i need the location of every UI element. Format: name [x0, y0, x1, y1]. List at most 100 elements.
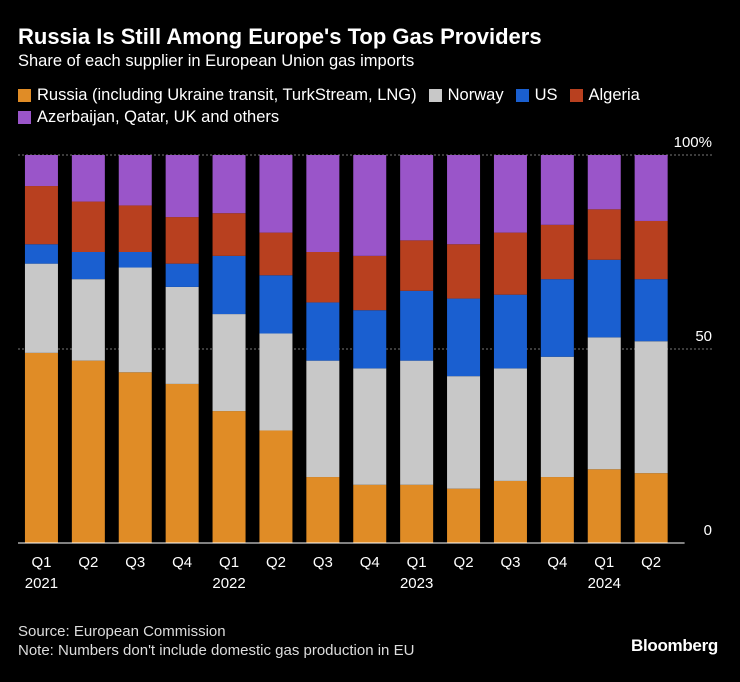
bar-segment — [447, 298, 481, 377]
bar-segment — [634, 279, 668, 342]
bar-segment — [353, 368, 387, 485]
legend-swatch — [515, 88, 529, 102]
x-tick-label: Q4 — [547, 554, 567, 571]
legend-item: US — [515, 85, 558, 105]
legend-item: Algeria — [569, 85, 640, 105]
bar-segment — [540, 356, 574, 478]
bar-segment — [24, 155, 58, 187]
bar-segment — [634, 341, 668, 474]
bar-segment — [212, 213, 246, 256]
bar-segment — [493, 155, 527, 233]
bar-segment — [165, 155, 199, 218]
bar-segment — [24, 186, 58, 245]
bar-segment — [118, 267, 152, 373]
bar-segment — [493, 232, 527, 295]
bar-segment — [587, 337, 621, 470]
bar-segment — [24, 263, 58, 353]
bar-segment — [118, 155, 152, 206]
bar-segment — [493, 294, 527, 369]
x-year-label: 2023 — [400, 575, 433, 592]
bar-segment — [259, 275, 293, 334]
x-tick-label: Q1 — [219, 554, 239, 571]
legend-swatch — [569, 88, 583, 102]
source: Source: European Commission — [18, 623, 226, 640]
bar-segment — [306, 155, 340, 252]
bar-segment — [118, 205, 152, 252]
legend-label: US — [534, 85, 558, 104]
bar-segment — [447, 376, 481, 489]
x-tick-label: Q4 — [360, 554, 380, 571]
bar-segment — [400, 240, 434, 291]
y-tick-label: 50 — [695, 328, 712, 345]
bar-segment — [212, 255, 246, 315]
bar-segment — [540, 224, 574, 280]
x-year-label: 2022 — [212, 575, 245, 592]
bar-segment — [259, 333, 293, 431]
legend-swatch — [18, 88, 31, 102]
bar-segment — [306, 252, 340, 303]
bar-segment — [353, 484, 387, 543]
legend-swatch — [18, 110, 31, 124]
legend-swatch — [428, 88, 442, 102]
bar-segment — [212, 411, 246, 543]
bar-segment — [259, 232, 293, 276]
bar-segment — [447, 488, 481, 543]
bar-segment — [71, 360, 105, 543]
x-year-label: 2024 — [588, 575, 621, 592]
bar-segment — [400, 484, 434, 543]
bar-segment — [540, 155, 574, 225]
bar-segment — [493, 480, 527, 543]
y-tick-label: 0 — [704, 522, 712, 539]
bar-segment — [400, 360, 434, 485]
bar-segment — [306, 302, 340, 361]
bar-segment — [71, 252, 105, 280]
x-tick-label: Q3 — [500, 554, 520, 571]
bar-segment — [24, 244, 58, 264]
bar-segment — [447, 155, 481, 245]
chart-subtitle: Share of each supplier in European Union… — [18, 52, 415, 70]
bar-segment — [587, 209, 621, 260]
x-tick-label: Q2 — [78, 554, 98, 571]
x-tick-label: Q2 — [266, 554, 286, 571]
bar-segment — [165, 383, 199, 543]
bar-segment — [71, 279, 105, 361]
legend: Russia (including Ukraine transit, TurkS… — [18, 85, 718, 127]
bar-segment — [165, 286, 199, 384]
legend-label: Russia (including Ukraine transit, TurkS… — [37, 85, 417, 104]
x-tick-label: Q4 — [172, 554, 192, 571]
bar-segment — [306, 477, 340, 543]
chart-title: Russia Is Still Among Europe's Top Gas P… — [18, 24, 542, 49]
y-tick-label: 100% — [674, 134, 712, 151]
bar-segment — [587, 469, 621, 543]
legend-label: Algeria — [588, 85, 640, 104]
bar-segment — [400, 155, 434, 241]
bar-segment — [212, 155, 246, 214]
bar-segment — [259, 430, 293, 543]
x-tick-label: Q1 — [31, 554, 51, 571]
bar-segment — [118, 372, 152, 543]
x-tick-label: Q1 — [407, 554, 427, 571]
bar-segment — [353, 255, 387, 311]
brand: Bloomberg — [630, 636, 718, 655]
bar-segment — [165, 217, 199, 264]
bar-segment — [212, 314, 246, 412]
bar-segment — [540, 279, 574, 357]
bar-segment — [165, 263, 199, 287]
x-tick-label: Q3 — [313, 554, 333, 571]
bar-segment — [71, 201, 105, 252]
bar-segment — [493, 368, 527, 481]
bar-segment — [634, 473, 668, 543]
x-tick-label: Q2 — [454, 554, 474, 571]
legend-item: Norway — [428, 85, 504, 105]
legend-label: Azerbaijan, Qatar, UK and others — [37, 107, 280, 126]
bar-segment — [353, 155, 387, 256]
note: Note: Numbers don't include domestic gas… — [18, 642, 415, 659]
bar-segment — [634, 220, 668, 280]
bar-segment — [587, 259, 621, 338]
x-tick-label: Q3 — [125, 554, 145, 571]
bar-segment — [118, 252, 152, 268]
bar-segment — [306, 360, 340, 478]
legend-label: Norway — [447, 85, 504, 104]
